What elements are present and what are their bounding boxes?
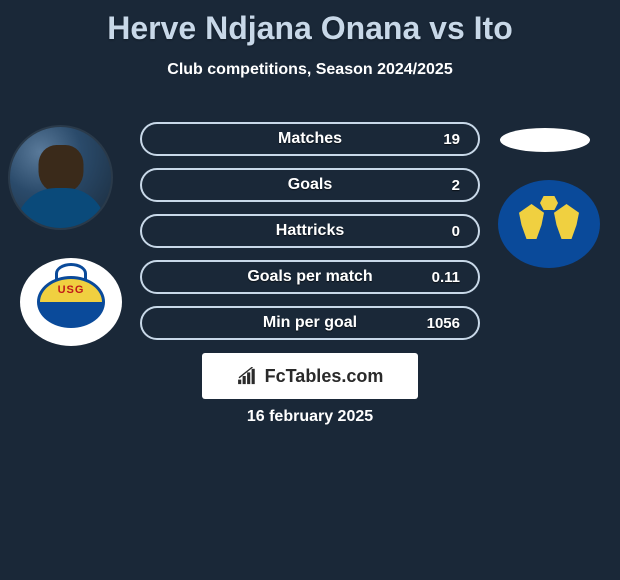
- player-left-block: [8, 125, 113, 230]
- chart-icon: [237, 367, 259, 385]
- page-title: Herve Ndjana Onana vs Ito: [0, 0, 620, 47]
- date-label: 16 february 2025: [0, 408, 620, 426]
- stat-label: Goals: [288, 176, 332, 194]
- stat-row-goals: Goals 2: [140, 168, 480, 202]
- player-left-avatar: [8, 125, 113, 230]
- eagle-icon: [514, 194, 584, 254]
- stat-label: Matches: [278, 130, 342, 148]
- stat-value: 0.11: [432, 269, 460, 286]
- stat-row-gpm: Goals per match 0.11: [140, 260, 480, 294]
- club-badge-left-inner: USG: [37, 276, 105, 328]
- branding-label: FcTables.com: [265, 366, 384, 387]
- stat-row-matches: Matches 19: [140, 122, 480, 156]
- stat-value: 1056: [427, 315, 460, 332]
- player-right-placeholder: [500, 128, 590, 152]
- stat-label: Min per goal: [263, 314, 357, 332]
- stat-value: 0: [452, 223, 460, 240]
- stat-value: 2: [452, 177, 460, 194]
- stat-row-hattricks: Hattricks 0: [140, 214, 480, 248]
- stat-row-mpg: Min per goal 1056: [140, 306, 480, 340]
- stat-label: Goals per match: [247, 268, 372, 286]
- subtitle: Club competitions, Season 2024/2025: [0, 61, 620, 79]
- club-badge-left: USG: [20, 258, 122, 346]
- stat-value: 19: [443, 131, 460, 148]
- club-badge-right: [498, 180, 600, 268]
- stat-label: Hattricks: [276, 222, 344, 240]
- stats-container: Matches 19 Goals 2 Hattricks 0 Goals per…: [140, 122, 480, 352]
- club-left-code: USG: [58, 284, 85, 296]
- branding-box: FcTables.com: [202, 353, 418, 399]
